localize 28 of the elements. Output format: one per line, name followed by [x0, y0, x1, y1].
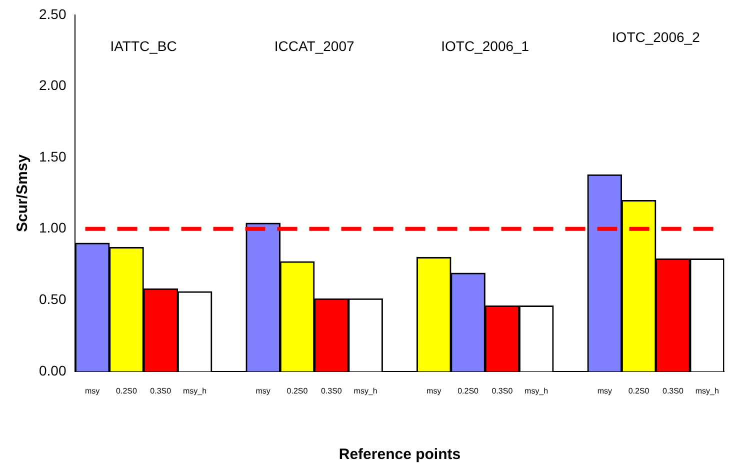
annotation: IATTC_BC: [110, 38, 177, 54]
y-tick-label: 1.50: [39, 148, 66, 164]
x-tick-label: msy: [597, 386, 612, 396]
y-tick-label: 1.00: [39, 220, 66, 236]
x-tick-label: 0.2S0: [116, 386, 138, 396]
y-tick-label: 2.50: [39, 6, 66, 22]
x-tick-label: msy: [426, 386, 442, 396]
x-tick-label: 0.3S0: [662, 386, 684, 396]
x-tick-label: 0.3S0: [492, 386, 514, 396]
x-tick-label: msy_h: [183, 386, 207, 396]
y-tick-label: 0.00: [39, 362, 66, 378]
annotation: ICCAT_2007: [274, 38, 354, 54]
x-tick-label: 0.2S0: [628, 386, 650, 396]
annotation: IOTC_2006_1: [441, 38, 530, 54]
x-tick-label: msy_h: [524, 386, 548, 396]
x-tick-label: 0.3S0: [320, 386, 342, 396]
y-tick-label: 2.00: [39, 77, 66, 94]
y-axis-title: Scur/Smsy: [14, 154, 32, 232]
x-tick-label: msy_h: [354, 386, 378, 396]
x-tick-label: msy_h: [695, 386, 719, 396]
x-axis-title: Reference points: [338, 446, 461, 464]
x-tick-label: msy: [84, 386, 100, 396]
x-tick-label: msy: [256, 386, 270, 396]
y-tick-label: 0.50: [39, 290, 66, 307]
x-tick-label: 0.2S0: [458, 386, 480, 396]
x-tick-label: 0.3S0: [150, 386, 172, 396]
annotation: IOTC_2006_2: [612, 28, 700, 45]
x-tick-label: 0.2S0: [286, 386, 308, 396]
